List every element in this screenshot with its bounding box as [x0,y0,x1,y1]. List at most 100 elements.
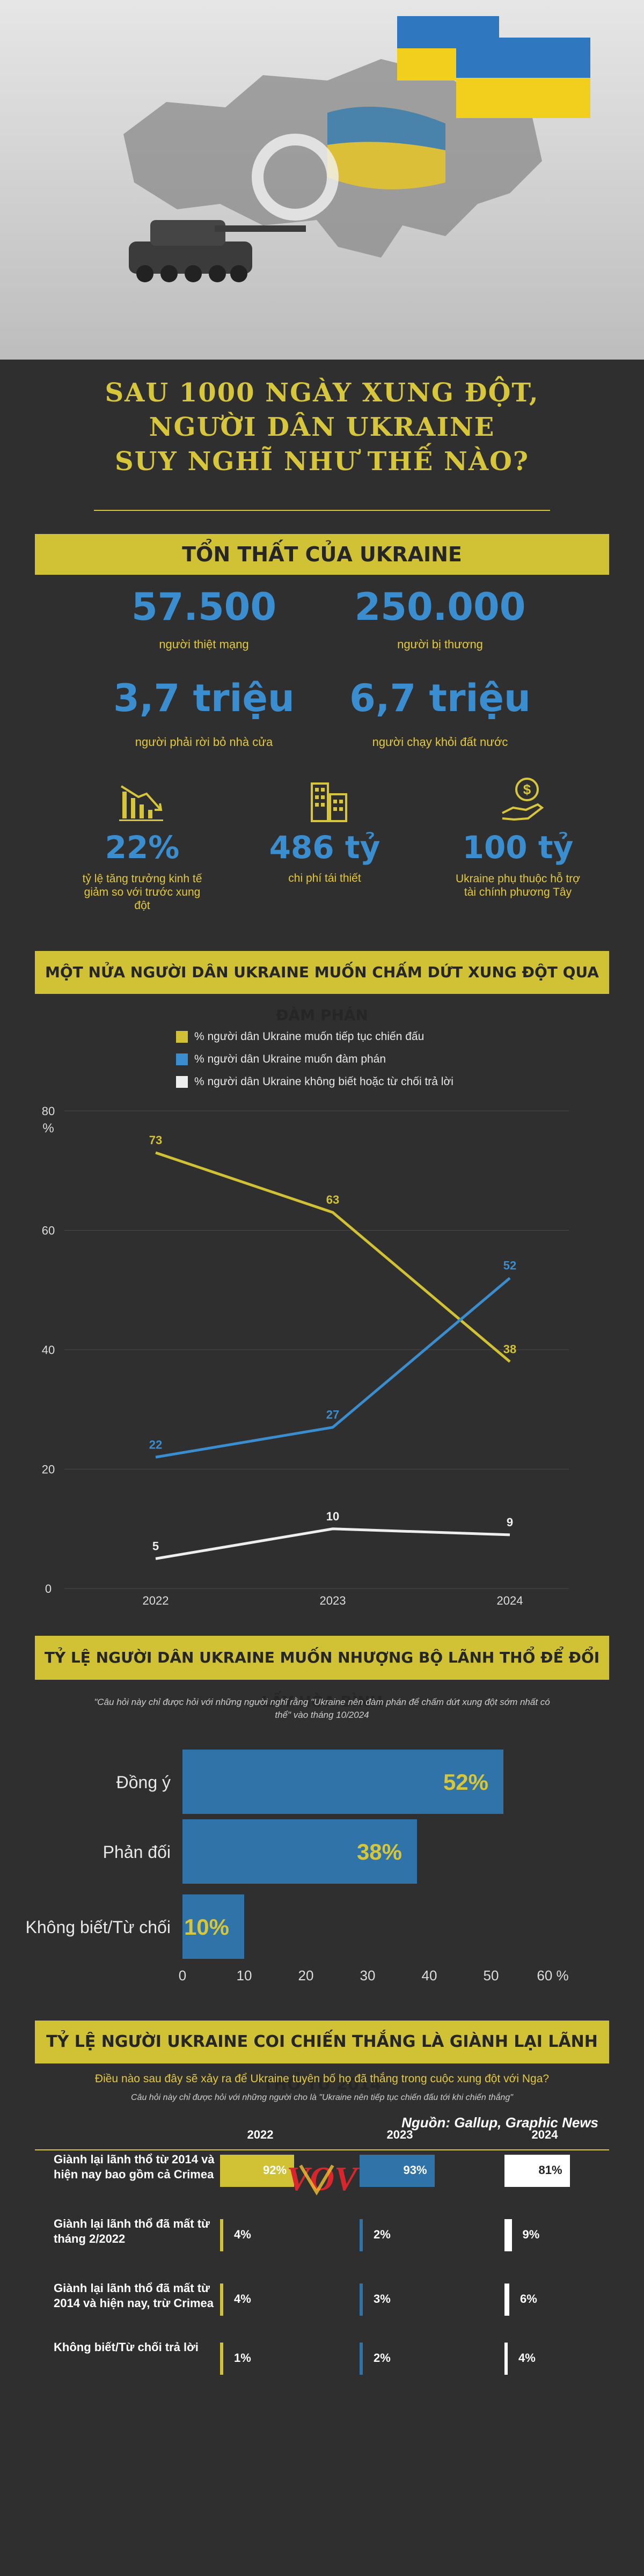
bar-category-label: Không biết/Từ chối [26,1918,171,1937]
data-label: 22 [149,1438,162,1451]
data-label: 63 [326,1193,339,1206]
x-tick-label: 2022 [143,1594,169,1607]
x-tick-label: 10 [237,1967,252,1984]
page-title: SAU 1000 NGÀY XUNG ĐỘT, NGƯỜI DÂN UKRAIN… [0,376,644,479]
losses-heading: TỔN THẤT CỦA UKRAINE [35,534,609,575]
x-tick-label: 0 [179,1967,186,1984]
x-tick-label: 30 [360,1967,376,1984]
table-cell-value: 4% [518,2351,536,2365]
bar-chart-heading: TỶ LỆ NGƯỜI DÂN UKRAINE MUỐN NHƯỢNG BỘ L… [35,1636,609,1710]
stat-killed-label: người thiệt mạng [159,638,249,651]
table-question: Điều nào sau đây sẽ xảy ra để Ukraine tu… [94,2073,550,2085]
data-label: 27 [326,1408,339,1422]
y-tick-label: 0 [45,1582,52,1596]
money-hand-icon: $ [502,778,544,821]
table-row-label: Giành lại lãnh thổ đã mất từ 2014 và hiệ… [54,2281,214,2310]
source-credit: Nguồn: Gallup, Graphic News [401,2114,598,2131]
bar [182,1894,244,1959]
bar-value-label: 52% [443,1769,488,1795]
year-header: 2022 [247,2128,274,2141]
table-row-label: Giành lại lãnh thổ đã mất từ tháng 2/202… [54,2217,210,2245]
legend-label: % người dân Ukraine muốn tiếp tục chiến … [194,1030,425,1043]
legend-swatch [176,1076,188,1088]
table-cell-value: 3% [374,2292,391,2306]
table-cell-value: 1% [234,2351,251,2365]
table-cell-bar [504,2284,509,2316]
stat-reconstruction-value: 486 tỷ [269,829,380,866]
line-chart: 0 20 40 60 80% 2022 2023 2024 73 63 38 22 27 52 5 10 9 [42,1104,569,1607]
stat-growth-value: 22% [105,829,180,866]
line-chart-heading: MỘT NỬA NGƯỜI DÂN UKRAINE MUỐN CHẤM DỨT … [35,951,609,1024]
table-cell-value: 2% [374,2228,391,2241]
stat-reconstruction-label: chi phí tái thiết [288,872,361,884]
table-cell-value: 4% [234,2228,251,2241]
declining-chart-icon [119,785,163,821]
bar-value-label: 10% [184,1914,229,1940]
data-label: 52 [503,1259,516,1272]
table-cell-bar [220,2284,223,2316]
stat-killed-value: 57.500 [131,585,277,629]
ukraine-flag-icon [397,16,590,118]
legend-swatch [176,1031,188,1043]
table-heading: TỶ LỆ NGƯỜI UKRAINE COI CHIẾN THẮNG LÀ G… [35,2021,609,2094]
x-tick-label: 2024 [497,1594,523,1607]
title-divider [94,510,550,511]
footer-divider [35,2149,609,2150]
vov-logo: VOV [258,2160,386,2198]
stat-growth-label: tỷ lệ tăng trưởng kinh tế giảm so với tr… [82,873,202,912]
table-cell-bar [504,2343,508,2375]
stat-injured-value: 250.000 [354,585,526,629]
data-label: 5 [152,1539,159,1553]
bar-category-label: Phản đối [103,1842,171,1862]
table-row-label: Giành lại lãnh thổ từ 2014 và hiện nay b… [54,2153,215,2181]
series-line-1 [155,1277,511,1459]
title-line-1: SAU 1000 NGÀY XUNG ĐỘT, [105,378,539,408]
table-cell-bar [220,2155,294,2187]
y-tick-label: 80 [42,1104,55,1118]
x-tick-label: 2023 [320,1594,346,1607]
stat-displaced-label: người phải rời bỏ nhà cửa [135,735,273,749]
ukraine-map-illustration [123,59,542,282]
legend-label: % người dân Ukraine muốn đàm phán [194,1053,386,1065]
year-header: 2024 [531,2128,558,2141]
hero-illustration [0,0,644,360]
stat-displaced-value: 3,7 triệu [113,676,295,720]
legend-item-unknown: % người dân Ukraine không biết hoặc từ c… [176,1075,453,1088]
data-label: 9 [507,1516,513,1529]
legend-swatch [176,1053,188,1065]
table-note: Câu hỏi này chỉ được hỏi với những người… [131,2093,513,2102]
table-cell-bar [220,2219,223,2251]
title-line-2: NGƯỜI DÂN UKRAINE [149,412,495,442]
legend-label: % người dân Ukraine không biết hoặc từ c… [194,1075,453,1088]
table-cell-bar [504,2219,512,2251]
table-cell-bar [360,2155,435,2187]
svg-text:$: $ [523,781,531,797]
legend-item-fight: % người dân Ukraine muốn tiếp tục chiến … [176,1030,424,1043]
table-cell-value: 93% [403,2163,427,2177]
vov-logo-icon: VOV [287,2160,360,2198]
x-tick-label: 50 [484,1967,499,1984]
data-label: 10 [326,1510,339,1523]
legend-item-negotiate: % người dân Ukraine muốn đàm phán [176,1053,386,1066]
table-cell-bar [220,2343,223,2375]
stat-injured-label: người bị thương [397,638,483,651]
stat-fled-value: 6,7 triệu [349,676,531,720]
x-tick-label: 60 % [537,1967,568,1984]
table-cell-value: 2% [374,2351,391,2365]
table-cell-value: 9% [522,2228,540,2241]
table-cell-bar [360,2343,363,2375]
y-tick-label: 40 [42,1343,55,1357]
table-cell-bar [504,2155,570,2187]
stat-aid-value: 100 tỷ [462,829,574,866]
table-cell-value: 6% [520,2292,537,2306]
table-row-label: Không biết/Từ chối trả lời [54,2340,199,2354]
y-tick-label: 20 [42,1463,55,1476]
data-label: 73 [149,1133,162,1147]
bar-chart-note: "Câu hỏi này chỉ được hỏi với những ngườ… [94,1697,550,1720]
y-tick-label: 60 [42,1224,55,1238]
y-unit-label: % [42,1121,54,1136]
x-tick-label: 40 [422,1967,437,1984]
bar-value-label: 38% [357,1839,402,1864]
stat-aid-label: Ukraine phụ thuộc hỗ trợ tài chính phươn… [455,873,581,898]
table-cell-bar [360,2219,363,2251]
